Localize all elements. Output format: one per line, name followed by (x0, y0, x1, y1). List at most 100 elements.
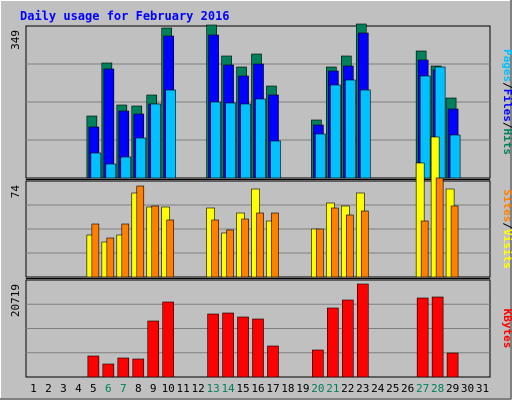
kbytes-bar (237, 316, 249, 378)
sites-bar (151, 205, 160, 278)
x-tick-label: 31 (476, 382, 489, 395)
x-axis-day-labels: 1 2 3 4 5 6 7 8 9 10 11 12 13 14 15 16 17 18 19 20 21 22 23 24 2… (30, 382, 489, 395)
kbytes-bar (446, 352, 459, 378)
pages-bar (240, 103, 251, 179)
sites-bar (256, 212, 264, 278)
sites-bar (241, 218, 249, 278)
kbytes-bar (207, 313, 219, 378)
x-tick-label: 25 (386, 382, 399, 395)
pages-bar (135, 137, 147, 179)
legend-part: Visits (501, 229, 512, 269)
pages-bar (449, 134, 461, 179)
pages-bar (315, 133, 326, 179)
kbytes-bar (132, 358, 145, 378)
x-tick-label: 7 (120, 382, 127, 395)
x-tick-label: 8 (135, 382, 142, 395)
legend-part: Hits (501, 129, 512, 156)
legend-part: / (501, 222, 512, 229)
x-tick-label: 22 (341, 382, 354, 395)
legend-part: KBytes (501, 309, 512, 349)
legend-label-bottom: KBytes (501, 309, 512, 349)
sites-bar (271, 212, 279, 278)
sites-bar (420, 220, 429, 278)
pages-bar (345, 79, 356, 179)
x-tick-label: 5 (90, 382, 97, 395)
x-tick-label: 27 (416, 382, 429, 395)
y-max-label-middle: 74 (9, 185, 22, 199)
kbytes-bar (327, 307, 339, 378)
sites-bar (346, 214, 354, 278)
chart-title: Daily usage for February 2016 (20, 9, 230, 23)
x-tick-label: 28 (431, 382, 444, 395)
pages-bar (419, 75, 431, 179)
kbytes-bar (431, 296, 444, 378)
kbytes-bar (342, 299, 354, 378)
sites-bar (106, 237, 115, 278)
sites-bar (226, 229, 234, 278)
x-tick-label: 30 (461, 382, 474, 395)
pages-bar (330, 84, 341, 179)
pages-bar (210, 101, 221, 179)
kbytes-bar (162, 301, 175, 378)
kbytes-bar (222, 312, 234, 378)
kbytes-bar (252, 318, 264, 378)
kbytes-bar (356, 283, 369, 378)
y-max-label-bottom: 20719 (9, 284, 22, 317)
x-tick-label: 4 (75, 382, 82, 395)
kbytes-bar (416, 297, 429, 378)
x-tick-label: 19 (296, 382, 309, 395)
chart-labels: 349Pages/Files/Hits74Sites/Visits20719KB… (9, 30, 512, 348)
x-tick-label: 1 (30, 382, 37, 395)
pages-bar (165, 89, 177, 179)
pages-bar (150, 103, 162, 179)
x-tick-label: 11 (177, 382, 190, 395)
x-tick-label: 10 (162, 382, 175, 395)
pages-bar (90, 152, 102, 179)
pages-bar (105, 163, 117, 179)
pages-bar (359, 89, 371, 179)
visits-bar (415, 162, 425, 278)
kbytes-bar (147, 320, 160, 378)
x-tick-label: 13 (206, 382, 219, 395)
x-tick-label: 9 (150, 382, 157, 395)
sites-bar (211, 219, 219, 278)
x-tick-label: 23 (356, 382, 369, 395)
x-tick-label: 2 (45, 382, 52, 395)
legend-part: Sites (501, 189, 512, 222)
y-max-label-top: 349 (9, 30, 22, 50)
sites-bar (166, 219, 175, 278)
kbytes-bar (267, 345, 279, 378)
pages-bar (270, 140, 281, 179)
legend-part: Files (501, 89, 512, 122)
legend-part: Pages (501, 49, 512, 82)
x-tick-label: 15 (236, 382, 249, 395)
x-tick-label: 12 (192, 382, 205, 395)
sites-bar (331, 207, 339, 278)
x-tick-label: 20 (311, 382, 324, 395)
chart-bars (86, 23, 461, 378)
x-tick-label: 24 (371, 382, 385, 395)
kbytes-bar (312, 349, 324, 378)
sites-bar (136, 185, 145, 278)
x-tick-label: 16 (251, 382, 264, 395)
pages-bar (255, 98, 266, 179)
legend-part: / (501, 82, 512, 89)
x-tick-label: 21 (326, 382, 339, 395)
x-tick-label: 6 (105, 382, 112, 395)
sites-bar (450, 205, 459, 278)
files-bar (103, 68, 115, 179)
x-tick-label: 14 (221, 382, 235, 395)
sites-bar (121, 223, 130, 278)
kbytes-bar (117, 357, 130, 378)
legend-part: / (501, 122, 512, 129)
pages-bar (225, 102, 236, 179)
sites-bar (316, 228, 324, 278)
pages-bar (120, 156, 132, 179)
kbytes-bar (102, 363, 115, 378)
kbytes-bar (87, 355, 100, 378)
legend-label-top: Pages/Files/Hits (501, 49, 512, 155)
x-tick-label: 26 (401, 382, 414, 395)
sites-bar (360, 210, 369, 278)
x-tick-label: 18 (281, 382, 294, 395)
